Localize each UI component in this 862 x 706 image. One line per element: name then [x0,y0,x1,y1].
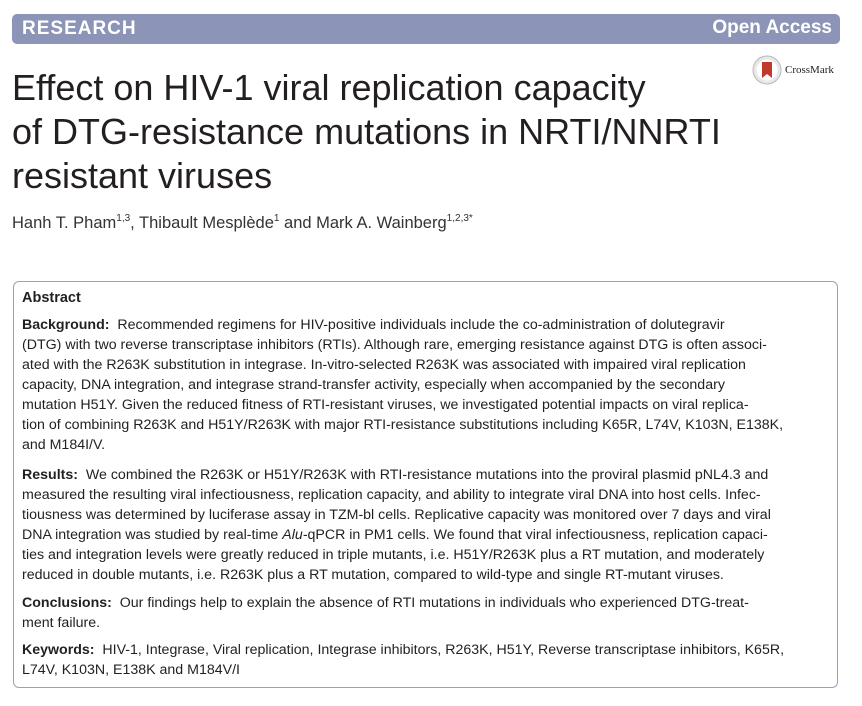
abstract-text: Our findings help to explain the absence… [119,595,749,611]
abstract-background: Background: Recommended regimens for HIV… [22,315,826,455]
abstract-line: (DTG) with two reverse transcriptase inh… [22,337,767,353]
crossmark-label: CrossMark [785,64,834,76]
title-line: Effect on HIV-1 viral replication capaci… [12,67,646,108]
abstract-text: We combined the R263K or H51Y/R263K with… [85,467,769,483]
abstract-line: and M184I/V. [22,437,106,453]
abstract-line: Background: Recommended regimens for HIV… [22,315,826,335]
abstract-line: tion of combining R263K and H51Y/R263K w… [22,417,784,433]
abstract-keywords: Keywords: HIV-1, Integrase, Viral replic… [22,640,826,680]
author-affiliation: 1,2,3* [446,213,473,224]
author-list: Hanh T. Pham1,3, Thibault Mesplède1 and … [12,214,473,233]
crossmark-icon [752,55,782,85]
abstract-line: L74V, K103N, E138K and M184V/I [22,662,240,678]
author-affiliation: 1 [273,213,280,224]
abstract-line: Results: We combined the R263K or H51Y/R… [22,465,826,485]
keyword-list: HIV-1, Integrase, Viral replication, Int… [102,642,785,658]
section-label: Keywords: [22,642,95,658]
abstract-line: mutation H51Y. Given the reduced fitness… [22,397,749,413]
author-affiliation: 1,3 [116,213,131,224]
abstract-text: qPCR in PM1 cells. We found that viral i… [307,527,768,543]
abstract-line: capacity, DNA integration, and integrase… [22,377,725,393]
abstract-text: DNA integration was studied by real-time [22,527,283,543]
alu-term: Alu- [282,527,308,543]
abstract-line: tiousness was determined by luciferase a… [22,507,771,523]
abstract-line: measured the resulting viral infectiousn… [22,487,761,503]
author-name[interactable]: Hanh T. Pham [12,214,117,232]
abstract-line: Keywords: HIV-1, Integrase, Viral replic… [22,640,826,660]
abstract-line: ment failure. [22,615,101,631]
abstract-line: ated with the R263K substitution in inte… [22,357,746,373]
author-name[interactable]: Mark A. Wainberg [316,214,447,232]
section-label: Conclusions: [22,595,112,611]
abstract-line: Conclusions: Our findings help to explai… [22,593,826,613]
abstract-heading: Abstract [22,290,81,306]
article-type-banner: RESEARCH Open Access [12,14,840,44]
title-line: resistant viruses [12,155,273,196]
section-label: Background: [22,317,110,333]
title-line: of DTG-resistance mutations in NRTI/NNRT… [12,111,721,152]
crossmark-badge[interactable]: CrossMark [752,54,834,86]
abstract-line: reduced in double mutants, i.e. R263K pl… [22,567,724,583]
abstract-results: Results: We combined the R263K or H51Y/R… [22,465,826,585]
article-title: Effect on HIV-1 viral replication capaci… [12,66,772,198]
open-access-label[interactable]: Open Access [712,17,832,38]
abstract-conclusions: Conclusions: Our findings help to explai… [22,593,826,633]
article-type-label: RESEARCH [22,18,137,39]
author-separator: and [279,214,317,232]
author-separator: , [130,214,140,232]
section-label: Results: [22,467,78,483]
abstract-box [13,281,838,688]
author-name[interactable]: Thibault Mesplède [139,214,274,232]
abstract-line: DNA integration was studied by real-time… [22,525,826,545]
abstract-line: ties and integration levels were greatly… [22,547,765,563]
abstract-text: Recommended regimens for HIV-positive in… [117,317,725,333]
